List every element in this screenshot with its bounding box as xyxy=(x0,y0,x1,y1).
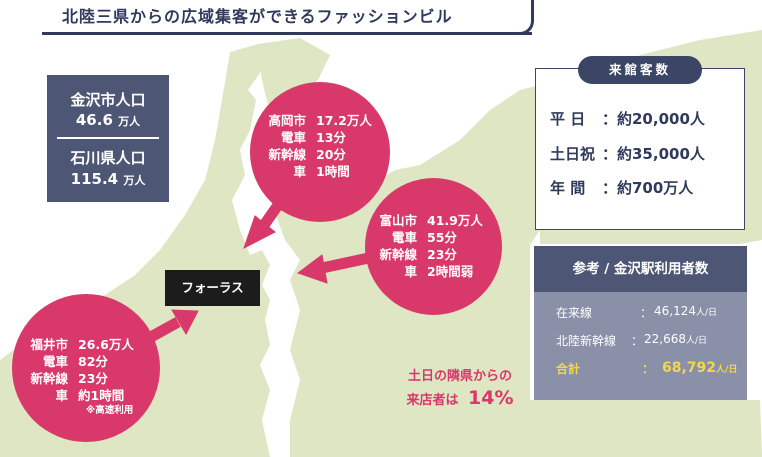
takaoka-row: 電車 13分 xyxy=(266,127,346,146)
station-total-unit: 人/日 xyxy=(716,365,738,375)
fukui-row: 新幹線 23分 xyxy=(22,368,108,387)
kanazawa-unit: 万人 xyxy=(118,115,141,128)
station-row-label: 在来線 xyxy=(556,306,593,320)
takaoka-row-key: 車 xyxy=(293,164,306,179)
station-row-colon: ： xyxy=(640,306,653,320)
ishikawa-value-line: 115.4 万人 xyxy=(47,170,169,188)
takaoka-row-value: 13分 xyxy=(316,130,346,145)
station-total-colon: ： xyxy=(642,362,655,376)
station-title: 参考 / 金沢駅利用者数 xyxy=(534,246,747,292)
toyama-row-value: 41.9万人 xyxy=(427,213,483,228)
fukui-row-value: 23分 xyxy=(78,371,108,386)
visitors-row-value: ：約700万人 xyxy=(602,179,694,197)
population-box: 金沢市人口 46.6 万人 石川県人口 115.4 万人 xyxy=(47,75,169,202)
station-row-value-group: 22,668人/日 xyxy=(644,332,707,346)
neighbor-line2: 来店者は 14% xyxy=(380,387,540,409)
station-row: 在来線 ： 46,124人/日 xyxy=(556,304,717,321)
station-row-value: 22,668 xyxy=(644,332,686,346)
kanazawa-label: 金沢市人口 xyxy=(70,91,146,109)
station-row-unit: 人/日 xyxy=(686,336,708,346)
toyama-row: 車 2時間弱 xyxy=(373,261,473,280)
station-body: 在来線 ： 46,124人/日 北陸新幹線 ： 22,668人/日 合計 ： 6… xyxy=(534,292,747,400)
toyama-row-value: 2時間弱 xyxy=(427,264,474,279)
fukui-row-value: 26.6万人 xyxy=(78,337,134,352)
takaoka-row: 高岡市 17.2万人 xyxy=(266,110,372,129)
visitors-row-value: ：約20,000人 xyxy=(602,110,705,128)
visitors-row-value: ：約35,000人 xyxy=(602,145,705,163)
takaoka-row: 車 1時間 xyxy=(266,161,350,180)
visitors-row-label: 平 日 xyxy=(550,110,586,128)
visitors-title: 来館客数 xyxy=(578,56,702,84)
fukui-row-key: 車 xyxy=(55,388,68,403)
ishikawa-label: 石川県人口 xyxy=(70,149,146,167)
map-land-noto-tip xyxy=(258,38,330,110)
takaoka-circle: 高岡市 17.2万人 電車 13分 新幹線 20分 車 1時間 xyxy=(250,82,390,222)
kanazawa-value: 46.6 xyxy=(75,111,113,129)
store-label: フォーラス xyxy=(165,270,260,306)
visitors-row-label: 土日祝 xyxy=(550,145,596,163)
station-total-value: 68,792 xyxy=(662,360,717,376)
toyama-row-key: 新幹線 xyxy=(379,247,417,262)
fukui-row: 車約1時間 xyxy=(22,385,124,404)
neighbor-line2-text: 来店者は xyxy=(406,393,459,408)
toyama-row-value: 55分 xyxy=(427,230,457,245)
visitors-box xyxy=(535,68,745,230)
ishikawa-unit: 万人 xyxy=(123,174,146,187)
fukui-circle: 福井市 26.6万人 電車 82分 新幹線 23分 車約1時間 ※高速利用 xyxy=(12,294,160,442)
station-row-value-group: 46,124人/日 xyxy=(654,304,717,318)
takaoka-row-key: 新幹線 xyxy=(268,147,306,162)
visitors-row-holiday: 土日祝 ：約35,000人 xyxy=(550,143,705,164)
takaoka-row-value: 20分 xyxy=(316,147,346,162)
takaoka-row-key: 高岡市 xyxy=(268,113,306,128)
map-land-east xyxy=(272,85,762,457)
station-row: 北陸新幹線 ： 22,668人/日 xyxy=(556,332,707,349)
fukui-row-key: 電車 xyxy=(42,354,68,369)
neighbor-line1: 土日の隣県からの xyxy=(407,369,512,384)
visitors-row-weekday: 平 日 ：約20,000人 xyxy=(550,108,705,129)
page-title: 北陸三県からの広域集客ができるファッションビル xyxy=(62,7,453,26)
fukui-row: 電車 82分 xyxy=(22,351,108,370)
takaoka-row-value: 17.2万人 xyxy=(316,113,372,128)
toyama-circle: 富山市 41.9万人 電車 55分 新幹線 23分 車 2時間弱 xyxy=(365,178,502,315)
fukui-row: 福井市 26.6万人 xyxy=(22,334,134,353)
station-row-unit: 人/日 xyxy=(696,308,718,318)
fukui-row-key: 福井市 xyxy=(30,337,68,352)
kanazawa-value-line: 46.6 万人 xyxy=(47,111,169,129)
takaoka-row-value: 1時間 xyxy=(316,164,350,179)
fukui-note: ※高速利用 xyxy=(86,405,134,416)
toyama-row-value: 23分 xyxy=(427,247,457,262)
fukui-row-key: 新幹線 xyxy=(30,371,68,386)
takaoka-row-key: 電車 xyxy=(280,130,306,145)
station-total-value-group: 68,792人/日 xyxy=(662,360,737,376)
population-divider xyxy=(57,137,159,139)
header-corner xyxy=(520,0,534,35)
visitors-row-annual: 年 間 ：約700万人 xyxy=(550,177,693,198)
toyama-row-key: 車 xyxy=(404,264,417,279)
toyama-row: 電車 55分 xyxy=(373,227,457,246)
station-total-row: 合計 ： 68,792人/日 xyxy=(556,360,737,377)
toyama-row: 富山市 41.9万人 xyxy=(373,210,483,229)
fukui-row-value: 約1時間 xyxy=(78,388,125,403)
fukui-row-value: 82分 xyxy=(78,354,108,369)
station-total-label: 合計 xyxy=(556,362,581,376)
visitors-row-label: 年 間 xyxy=(550,179,586,197)
takaoka-row: 新幹線 20分 xyxy=(266,144,346,163)
toyama-row-key: 電車 xyxy=(391,230,417,245)
toyama-row-key: 富山市 xyxy=(379,213,417,228)
page-header: 北陸三県からの広域集客ができるファッションビル xyxy=(0,0,540,35)
neighbor-percent: 14% xyxy=(468,387,514,409)
station-row-label: 北陸新幹線 xyxy=(556,334,617,348)
ishikawa-value: 115.4 xyxy=(70,170,119,188)
station-row-colon: ： xyxy=(631,334,644,348)
toyama-row: 新幹線 23分 xyxy=(373,244,457,263)
header-underline xyxy=(42,32,532,35)
neighbor-note: 土日の隣県からの 来店者は 14% xyxy=(380,365,540,409)
station-row-value: 46,124 xyxy=(654,304,696,318)
